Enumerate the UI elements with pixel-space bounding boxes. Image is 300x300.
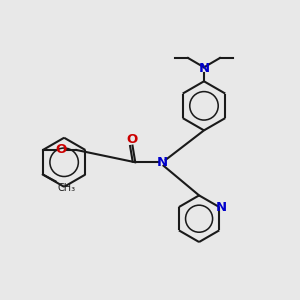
Text: N: N (216, 200, 227, 214)
Text: O: O (127, 133, 138, 146)
Text: N: N (198, 62, 209, 75)
Text: O: O (55, 143, 66, 157)
Text: N: N (157, 156, 168, 169)
Text: CH₃: CH₃ (58, 183, 76, 193)
